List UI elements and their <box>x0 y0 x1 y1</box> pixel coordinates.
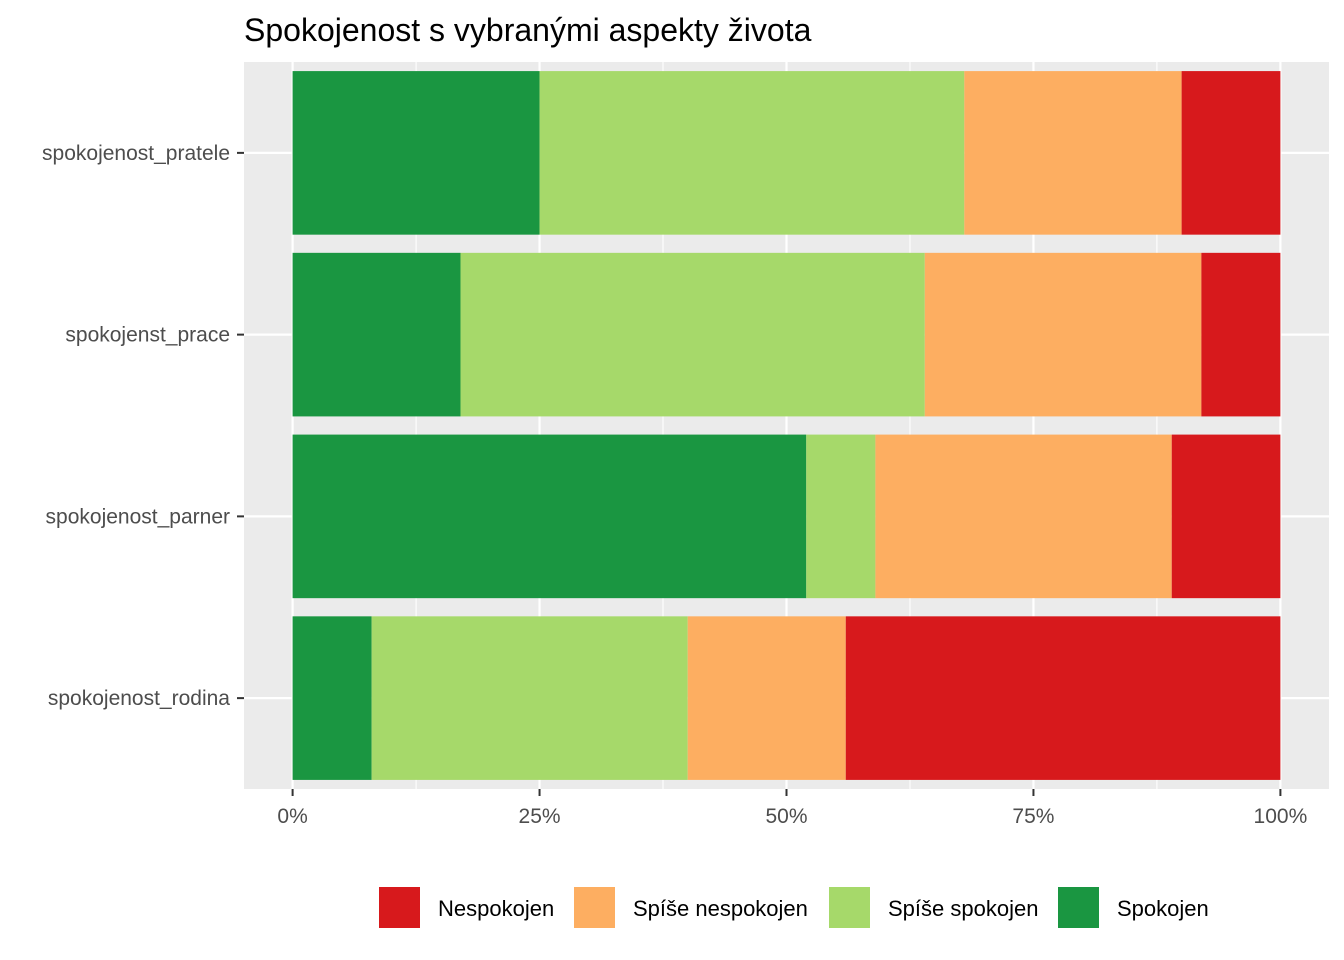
bar-spise-nespokojen-spokojenst_prace <box>924 252 1202 417</box>
chart-title: Spokojenost s vybranými aspekty života <box>244 12 812 48</box>
bar-spokojen-spokojenost_pratele <box>292 71 540 235</box>
y-tick-label: spokojenost_pratele <box>42 142 230 165</box>
legend-label-nespokojen: Nespokojen <box>438 896 554 921</box>
x-tick-label: 25% <box>519 805 561 828</box>
bar-nespokojen-spokojenost_parner <box>1171 434 1281 599</box>
bar-spise-nespokojen-spokojenost_rodina <box>687 616 846 780</box>
legend-label-spise-nespokojen: Spíše nespokojen <box>633 896 808 921</box>
bar-spise-spokojen-spokojenost_rodina <box>371 616 688 780</box>
bar-spise-nespokojen-spokojenost_pratele <box>964 71 1182 235</box>
bar-spise-spokojen-spokojenost_pratele <box>539 71 965 235</box>
legend-key-spise-nespokojen <box>574 887 615 928</box>
x-tick-label: 75% <box>1012 805 1054 828</box>
bar-nespokojen-spokojenst_prace <box>1201 252 1281 417</box>
legend-label-spokojen: Spokojen <box>1117 896 1209 921</box>
bar-spise-nespokojen-spokojenost_parner <box>875 434 1172 599</box>
bar-spise-spokojen-spokojenost_parner <box>806 434 876 599</box>
legend-key-spokojen <box>1058 887 1099 928</box>
y-tick-label: spokojenst_prace <box>65 324 230 347</box>
y-tick-label: spokojenost_parner <box>46 505 230 528</box>
bar-nespokojen-spokojenost_rodina <box>845 616 1281 780</box>
legend-key-spise-spokojen <box>829 887 870 928</box>
bar-spise-spokojen-spokojenst_prace <box>460 252 925 417</box>
y-tick-label: spokojenost_rodina <box>48 687 230 710</box>
bar-nespokojen-spokojenost_pratele <box>1181 71 1281 235</box>
legend-label-spise-spokojen: Spíše spokojen <box>888 896 1038 921</box>
legend-key-nespokojen <box>379 887 420 928</box>
bar-spokojen-spokojenost_rodina <box>292 616 372 780</box>
bars <box>292 71 1281 780</box>
bar-spokojen-spokojenst_prace <box>292 252 461 417</box>
x-axis: 0% 25% 50% 75% 100% <box>277 789 1307 828</box>
y-axis: spokojenost_pratele spokojenst_pracespoko… <box>42 142 244 710</box>
bar-spokojen-spokojenost_parner <box>292 434 807 599</box>
x-tick-label: 0% <box>277 805 307 828</box>
x-tick-label: 100% <box>1254 805 1308 828</box>
x-tick-label: 50% <box>765 805 807 828</box>
legend: Nespokojen Spíše nespokojen Spíše spokojen… <box>379 887 1209 928</box>
